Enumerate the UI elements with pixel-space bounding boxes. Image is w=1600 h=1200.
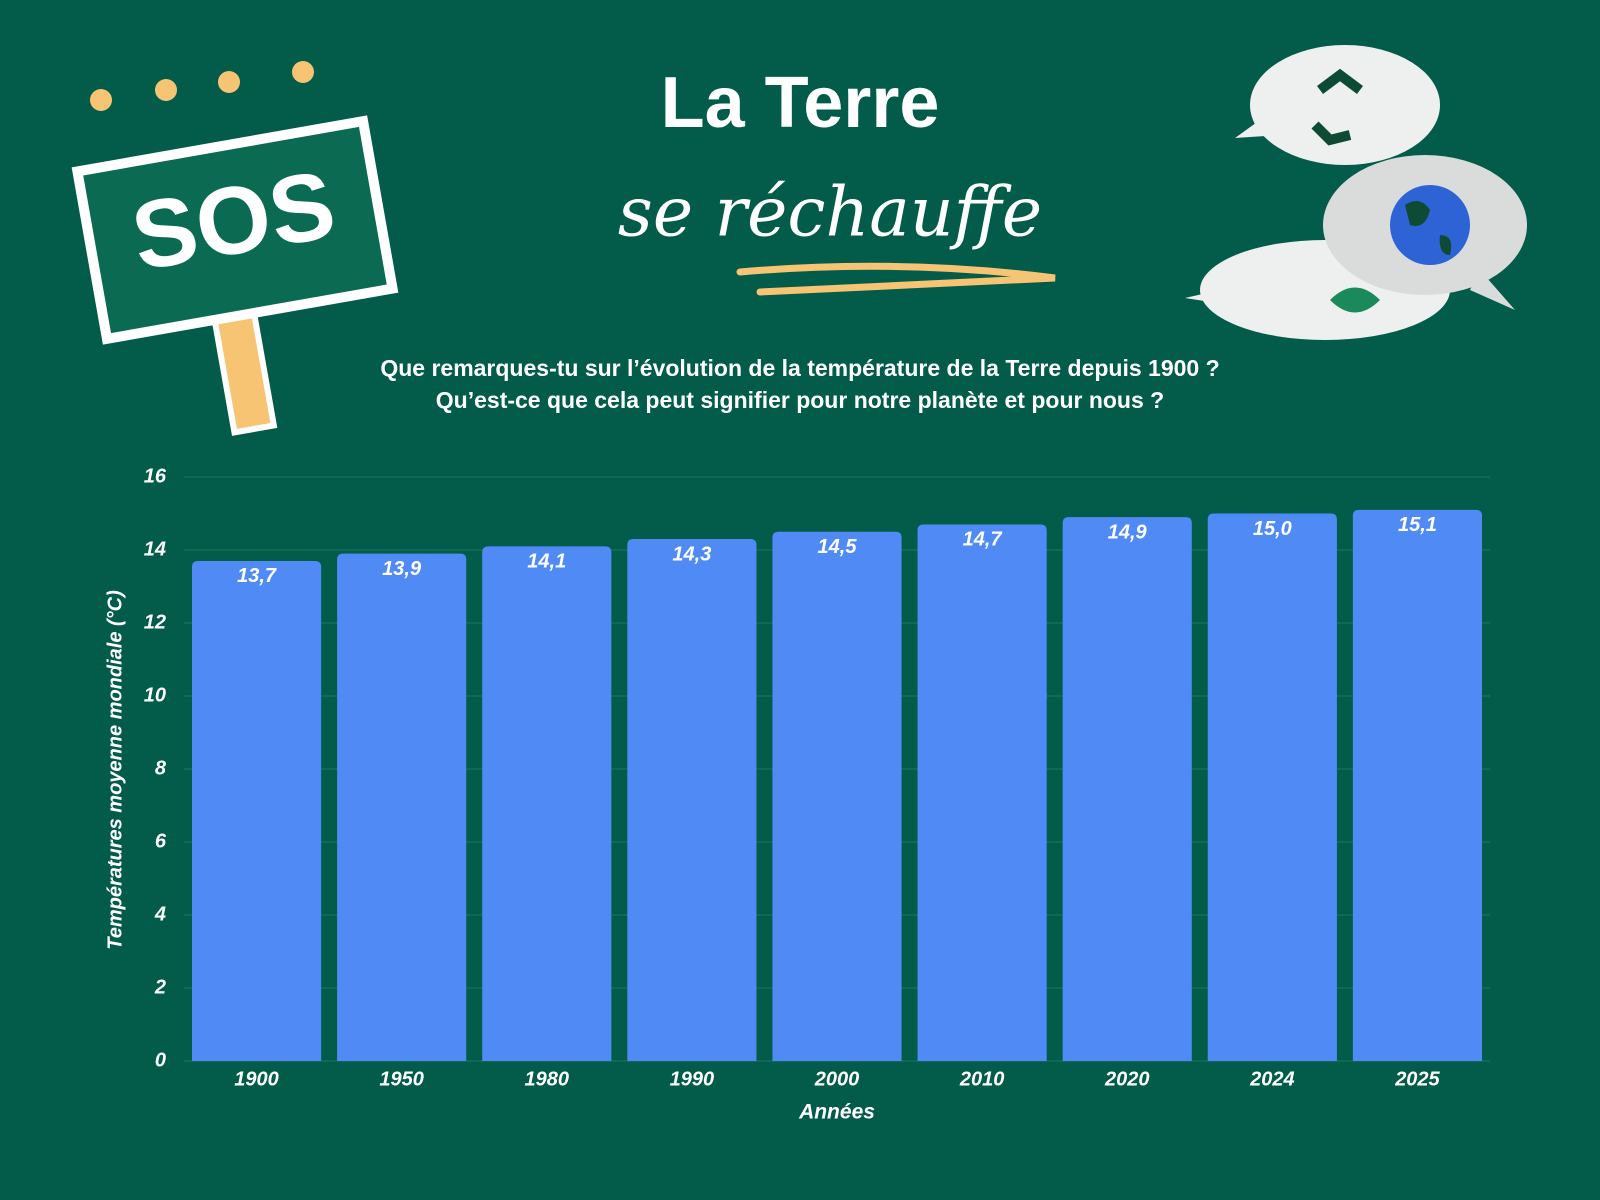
y-tick-label: 10: [144, 684, 166, 706]
y-tick-label: 8: [155, 757, 167, 779]
value-label: 14,3: [672, 543, 711, 565]
chart-subtitle: se réchauffe: [618, 174, 1042, 253]
value-label: 13,7: [237, 565, 277, 587]
value-label: 14,7: [963, 529, 1003, 551]
y-tick-label: 2: [154, 976, 166, 998]
x-axis-label: Années: [798, 1101, 875, 1124]
y-tick-label: 16: [144, 465, 167, 487]
sos-sign: SOS: [71, 61, 399, 436]
bar: [917, 524, 1047, 1061]
y-axis-label: Températures moyenne mondiale (°C): [104, 590, 126, 950]
x-tick-label: 1990: [670, 1068, 715, 1090]
bar: [772, 531, 902, 1061]
value-label: 13,9: [382, 558, 422, 580]
underline: [736, 262, 1056, 296]
value-label: 15,0: [1253, 518, 1292, 540]
x-tick-label: 2025: [1394, 1068, 1440, 1090]
bar: [1062, 517, 1192, 1061]
value-label: 14,1: [527, 551, 566, 573]
x-tick-label: 1900: [234, 1068, 279, 1090]
x-tick-label: 1980: [525, 1068, 570, 1090]
value-label: 14,9: [1108, 521, 1148, 543]
x-tick-label: 2020: [1104, 1068, 1150, 1090]
bar: [337, 553, 467, 1061]
chart-title: La Terre: [661, 63, 940, 143]
value-label: 14,5: [818, 536, 858, 558]
question: Qu’est-ce que cela peut signifier pour n…: [436, 387, 1164, 413]
bar: [1207, 513, 1337, 1061]
bar: [482, 546, 612, 1061]
y-tick-label: 4: [154, 903, 166, 925]
x-tick-label: 2000: [814, 1068, 860, 1090]
y-tick-label: 0: [155, 1049, 166, 1071]
y-tick-label: 12: [144, 611, 166, 633]
bar: [1352, 509, 1483, 1062]
bar: [627, 539, 757, 1061]
speech-bubbles: [1185, 45, 1527, 340]
y-tick-label: 6: [155, 830, 167, 852]
y-tick-label: 14: [144, 538, 166, 560]
value-label: 15,1: [1398, 514, 1437, 536]
question: Que remarques-tu sur l’évolution de la t…: [380, 355, 1219, 381]
x-tick-label: 1950: [379, 1068, 424, 1090]
bar: [191, 560, 322, 1061]
x-tick-label: 2010: [959, 1068, 1005, 1090]
x-tick-label: 2024: [1249, 1068, 1295, 1090]
